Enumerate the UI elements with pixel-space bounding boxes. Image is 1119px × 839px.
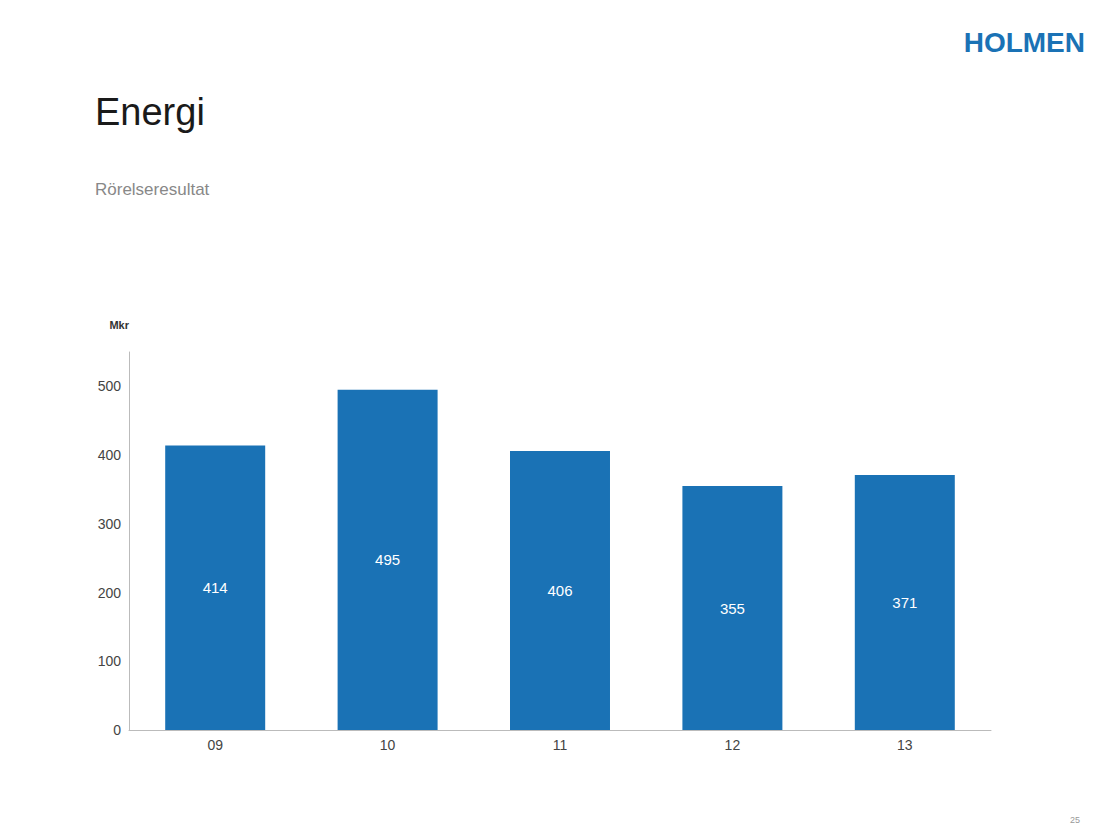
svg-text:12: 12 [725, 737, 741, 753]
svg-text:200: 200 [98, 585, 122, 601]
svg-text:300: 300 [98, 516, 122, 532]
svg-text:371: 371 [892, 594, 917, 611]
svg-text:10: 10 [380, 737, 396, 753]
svg-text:11: 11 [553, 737, 568, 753]
svg-text:Mkr: Mkr [109, 319, 129, 331]
svg-text:500: 500 [98, 378, 122, 394]
svg-text:406: 406 [547, 582, 572, 599]
svg-text:414: 414 [203, 579, 228, 596]
svg-text:0: 0 [113, 722, 121, 738]
svg-text:Energi: Energi [95, 91, 205, 133]
svg-text:355: 355 [720, 600, 745, 617]
svg-text:13: 13 [897, 737, 913, 753]
svg-text:100: 100 [98, 653, 122, 669]
svg-text:Rörelseresultat: Rörelseresultat [95, 180, 210, 199]
svg-text:495: 495 [375, 551, 400, 568]
svg-text:09: 09 [207, 737, 223, 753]
svg-text:400: 400 [98, 447, 122, 463]
svg-text:25: 25 [1070, 815, 1080, 825]
svg-text:HOLMEN: HOLMEN [964, 27, 1085, 58]
